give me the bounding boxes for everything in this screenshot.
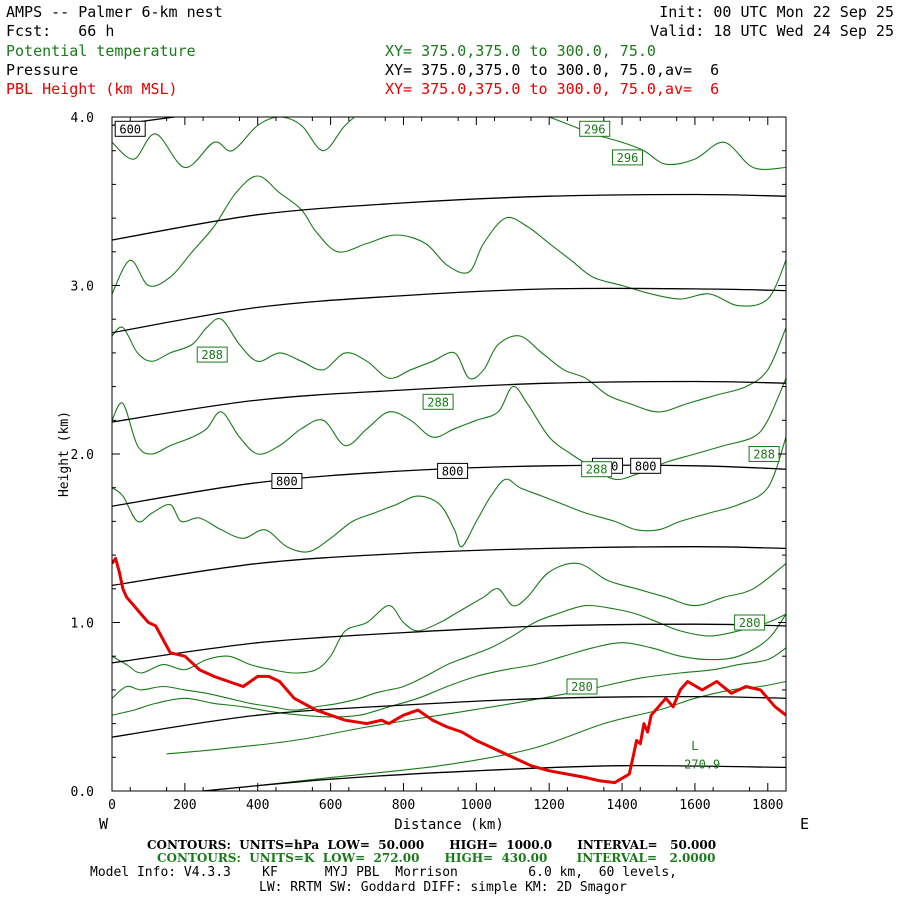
y-tick-label: 4.0 bbox=[71, 111, 94, 126]
contour-label-box bbox=[630, 457, 662, 474]
contour-label-box bbox=[579, 120, 611, 137]
legend-theta-name: Potential temperature bbox=[6, 42, 196, 60]
contour-label: 280 bbox=[571, 680, 593, 694]
theta-contour-line bbox=[112, 436, 786, 553]
contour-label-box bbox=[612, 149, 643, 166]
pressure-contour-700 bbox=[112, 287, 786, 334]
init-time: Init: 00 UTC Mon 22 Sep 25 bbox=[659, 3, 894, 21]
x-tick-label: 0 bbox=[108, 798, 116, 813]
contour-label: 288 bbox=[586, 463, 608, 477]
theta-contour-info: CONTOURS: UNITS=K LOW= 272.00 HIGH= 430.… bbox=[157, 851, 716, 865]
model-info: Model Info: V4.3.3 KF MYJ PBL Morrison 6… bbox=[90, 865, 677, 880]
x-tick-label: 600 bbox=[319, 798, 342, 813]
pressure-contour-950 bbox=[112, 695, 786, 738]
theta-contour-line bbox=[112, 318, 786, 413]
contour-label: 800 bbox=[276, 475, 298, 489]
contour-labels: 600800800800800296296288288288288280280L… bbox=[114, 120, 780, 772]
forecast-hour: Fcst: 66 h bbox=[6, 22, 115, 40]
x-tick-label: 1200 bbox=[534, 798, 565, 813]
contour-label: 288 bbox=[201, 348, 223, 362]
contour-label: 296 bbox=[617, 151, 639, 165]
contour-label: 800 bbox=[635, 459, 657, 473]
contour-label: 288 bbox=[427, 395, 449, 409]
theta-contour-line bbox=[112, 175, 786, 307]
contour-label-box bbox=[566, 678, 598, 695]
x-tick-label: 400 bbox=[246, 798, 269, 813]
x-tick-label: 1400 bbox=[606, 798, 637, 813]
theta-contour-line bbox=[112, 562, 786, 674]
contour-label: 270.9 bbox=[684, 758, 720, 772]
valid-time: Valid: 18 UTC Wed 24 Sep 25 bbox=[650, 22, 894, 40]
contour-label: 296 bbox=[584, 122, 606, 136]
plot-frame bbox=[111, 116, 787, 792]
east-label: E bbox=[800, 815, 810, 833]
contour-label-box bbox=[196, 346, 228, 363]
x-axis-label: Distance (km) bbox=[394, 817, 504, 833]
y-tick-label: 0.0 bbox=[71, 785, 94, 800]
contour-label-box bbox=[271, 473, 303, 489]
legend-pbl-xy: XY= 375.0,375.0 to 300.0, 75.0,av= 6 bbox=[385, 80, 720, 98]
west-label: W bbox=[99, 815, 109, 833]
chart-title: AMPS -- Palmer 6-km nest bbox=[6, 3, 223, 21]
contour-label-box bbox=[581, 461, 613, 478]
x-tick-label: 1000 bbox=[461, 798, 492, 813]
contour-label: 288 bbox=[753, 448, 775, 462]
x-tick-label: 1800 bbox=[752, 798, 783, 813]
contour-label-box bbox=[734, 614, 766, 631]
contour-label-box bbox=[422, 393, 454, 410]
x-tick-label: 1600 bbox=[679, 798, 710, 813]
theta-contour-line bbox=[112, 604, 786, 711]
contour-label: 800 bbox=[442, 464, 464, 478]
y-tick-label: 2.0 bbox=[71, 448, 94, 463]
legend-pressure-xy: XY= 375.0,375.0 to 300.0, 75.0,av= 6 bbox=[385, 61, 720, 79]
pressure-contour-750 bbox=[112, 380, 786, 423]
legend-pbl-name: PBL Height (km MSL) bbox=[6, 80, 178, 98]
y-axis-label: Height (km) bbox=[57, 411, 72, 497]
theta-contour-line bbox=[112, 117, 786, 170]
pressure-contour-900 bbox=[112, 623, 786, 664]
pressure-contour-1000 bbox=[203, 764, 786, 791]
theta-contour-line bbox=[112, 613, 786, 718]
contour-label: 600 bbox=[119, 122, 141, 136]
contour-label: 280 bbox=[739, 616, 761, 630]
pbl-height-series bbox=[112, 557, 786, 785]
theta-contour-line bbox=[239, 680, 786, 789]
axes: 0 200 400 600 800 1000 1200 1400 1600 1800 0.0 1.0 2… bbox=[71, 111, 786, 813]
pressure-contour-850 bbox=[112, 546, 786, 587]
legend-theta-xy: XY= 375.0,375.0 to 300.0, 75.0 bbox=[385, 42, 656, 60]
contour-label: L bbox=[691, 739, 698, 753]
y-tick-label: 3.0 bbox=[71, 280, 94, 295]
pressure-contour-650 bbox=[112, 193, 786, 241]
contour-label-box bbox=[114, 120, 146, 137]
legend-pressure-name: Pressure bbox=[6, 61, 79, 79]
pressure-contour-info: CONTOURS: UNITS=hPa LOW= 50.000 HIGH= 10… bbox=[147, 838, 717, 852]
theta-contours bbox=[112, 117, 786, 789]
x-tick-label: 200 bbox=[173, 798, 196, 813]
pbl-height-line bbox=[112, 557, 786, 785]
model-info-line2: LW: RRTM SW: Goddard DIFF: simple KM: 2D… bbox=[259, 880, 627, 895]
pressure-contour-600 bbox=[112, 117, 180, 127]
y-tick-label: 1.0 bbox=[71, 617, 94, 632]
contour-label-box bbox=[437, 462, 469, 479]
x-tick-label: 800 bbox=[392, 798, 415, 813]
